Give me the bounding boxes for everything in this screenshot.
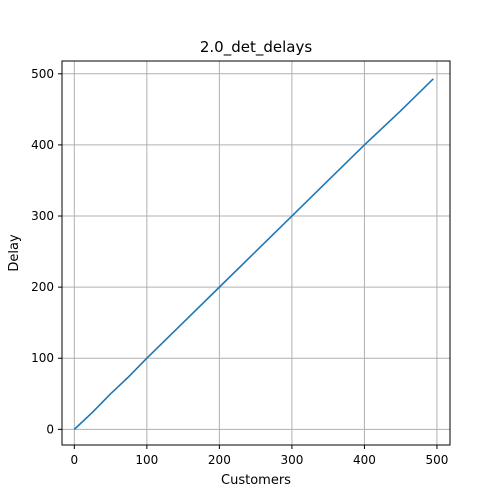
x-axis-ticks: 0 100 200 300 400 500 [71,445,448,467]
grid [62,61,450,445]
y-tick-label: 200 [31,280,54,294]
x-tick-label: 400 [353,453,376,467]
x-tick-label: 0 [71,453,79,467]
y-axis-label: Delay [7,234,22,272]
y-tick-label: 500 [31,67,54,81]
chart-title: 2.0_det_delays [200,38,312,57]
plot-frame [61,60,451,446]
series-line [73,78,434,430]
y-tick-label: 300 [31,209,54,223]
x-tick-label: 500 [425,453,448,467]
x-tick-label: 200 [208,453,231,467]
x-tick-label: 300 [280,453,303,467]
y-tick-label: 0 [46,422,54,436]
x-axis-label: Customers [221,473,291,488]
y-axis-ticks: 0 100 200 300 400 500 [31,67,62,436]
y-tick-label: 400 [31,138,54,152]
y-tick-label: 100 [31,351,54,365]
series-layer [73,78,434,430]
x-tick-label: 100 [135,453,158,467]
